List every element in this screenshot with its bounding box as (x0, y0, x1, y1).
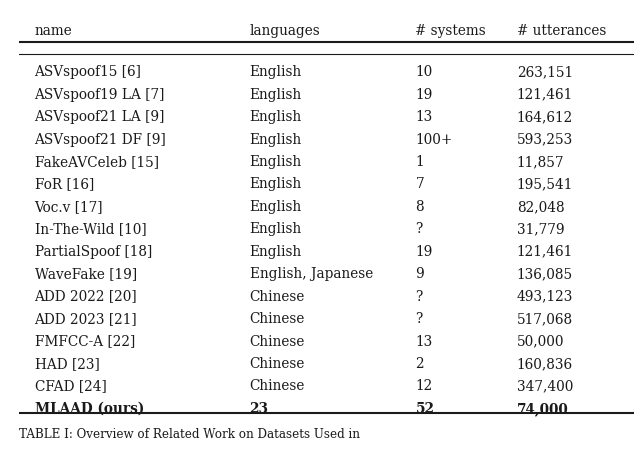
Text: 136,085: 136,085 (517, 267, 573, 281)
Text: 493,123: 493,123 (517, 290, 573, 304)
Text: English: English (250, 177, 302, 191)
Text: MLAAD (ours): MLAAD (ours) (35, 402, 144, 416)
Text: ASVspoof21 DF [9]: ASVspoof21 DF [9] (35, 132, 166, 146)
Text: 2: 2 (415, 357, 424, 371)
Text: 263,151: 263,151 (517, 65, 573, 79)
Text: Voc.v [17]: Voc.v [17] (35, 200, 103, 214)
Text: FoR [16]: FoR [16] (35, 177, 94, 191)
Text: 31,779: 31,779 (517, 222, 564, 236)
Text: 19: 19 (415, 245, 433, 259)
Text: ASVspoof21 LA [9]: ASVspoof21 LA [9] (35, 110, 165, 124)
Text: Chinese: Chinese (250, 379, 305, 393)
Text: 1: 1 (415, 155, 424, 169)
Text: Chinese: Chinese (250, 335, 305, 348)
Text: 7: 7 (415, 177, 424, 191)
Text: 10: 10 (415, 65, 433, 79)
Text: Chinese: Chinese (250, 290, 305, 304)
Text: English: English (250, 155, 302, 169)
Text: 11,857: 11,857 (517, 155, 564, 169)
Text: English: English (250, 88, 302, 101)
Text: English, Japanese: English, Japanese (250, 267, 373, 281)
Text: PartialSpoof [18]: PartialSpoof [18] (35, 245, 152, 259)
Text: 52: 52 (415, 402, 435, 416)
Text: 12: 12 (415, 379, 433, 393)
Text: name: name (35, 24, 72, 38)
Text: ?: ? (415, 222, 423, 236)
Text: 50,000: 50,000 (517, 335, 564, 348)
Text: 23: 23 (250, 402, 269, 416)
Text: # utterances: # utterances (517, 24, 606, 38)
Text: CFAD [24]: CFAD [24] (35, 379, 106, 393)
Text: 347,400: 347,400 (517, 379, 573, 393)
Text: 74,000: 74,000 (517, 402, 568, 416)
Text: 13: 13 (415, 335, 433, 348)
Text: ?: ? (415, 290, 423, 304)
Text: HAD [23]: HAD [23] (35, 357, 99, 371)
Text: ADD 2022 [20]: ADD 2022 [20] (35, 290, 137, 304)
Text: 100+: 100+ (415, 132, 453, 146)
Text: 82,048: 82,048 (517, 200, 564, 214)
Text: English: English (250, 200, 302, 214)
Text: 121,461: 121,461 (517, 88, 573, 101)
Text: English: English (250, 132, 302, 146)
Text: FakeAVCeleb [15]: FakeAVCeleb [15] (35, 155, 159, 169)
Text: English: English (250, 110, 302, 124)
Text: 195,541: 195,541 (517, 177, 573, 191)
Text: Chinese: Chinese (250, 312, 305, 326)
Text: Chinese: Chinese (250, 357, 305, 371)
Text: TABLE I: Overview of Related Work on Datasets Used in: TABLE I: Overview of Related Work on Dat… (19, 428, 360, 441)
Text: 121,461: 121,461 (517, 245, 573, 259)
Text: ASVspoof19 LA [7]: ASVspoof19 LA [7] (35, 88, 165, 101)
Text: 9: 9 (415, 267, 424, 281)
Text: 164,612: 164,612 (517, 110, 573, 124)
Text: 8: 8 (415, 200, 424, 214)
Text: English: English (250, 222, 302, 236)
Text: 593,253: 593,253 (517, 132, 573, 146)
Text: ASVspoof15 [6]: ASVspoof15 [6] (35, 65, 141, 79)
Text: ?: ? (415, 312, 423, 326)
Text: 13: 13 (415, 110, 433, 124)
Text: ADD 2023 [21]: ADD 2023 [21] (35, 312, 137, 326)
Text: FMFCC-A [22]: FMFCC-A [22] (35, 335, 135, 348)
Text: English: English (250, 245, 302, 259)
Text: languages: languages (250, 24, 321, 38)
Text: WaveFake [19]: WaveFake [19] (35, 267, 137, 281)
Text: # systems: # systems (415, 24, 486, 38)
Text: English: English (250, 65, 302, 79)
Text: In-The-Wild [10]: In-The-Wild [10] (35, 222, 146, 236)
Text: 19: 19 (415, 88, 433, 101)
Text: 160,836: 160,836 (517, 357, 573, 371)
Text: 517,068: 517,068 (517, 312, 573, 326)
